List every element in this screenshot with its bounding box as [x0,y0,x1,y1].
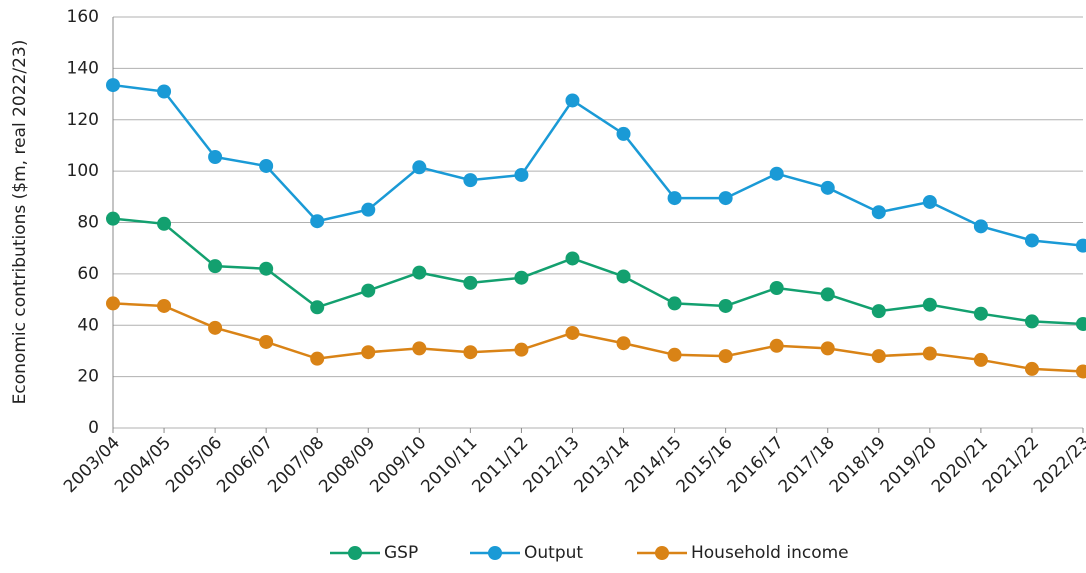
series-line [112,302,1084,373]
data-point [463,275,478,290]
legend-marker [348,546,362,560]
legend-label: Household income [691,543,849,563]
data-point [718,298,733,313]
data-point [208,149,223,164]
data-point [565,251,580,266]
y-tick-label: 100 [67,161,99,181]
data-point [361,202,376,217]
data-point [667,191,682,206]
data-point [157,216,172,231]
data-point [310,214,325,229]
legend-label: Output [524,543,583,563]
y-tick-label: 40 [77,315,99,335]
data-point [361,283,376,298]
data-point [412,160,427,175]
data-point [1076,364,1086,379]
data-point [463,173,478,188]
data-point [157,298,172,313]
data-point [463,345,478,360]
data-point [871,304,886,319]
data-point [973,219,988,234]
data-point [922,297,937,312]
data-point [208,320,223,335]
data-point [310,351,325,366]
data-point [259,261,274,276]
series-line [112,83,1084,247]
legend-marker [655,546,669,560]
data-point [259,158,274,173]
data-point [973,306,988,321]
data-point [310,300,325,315]
y-tick-label: 80 [77,213,99,233]
data-point [412,265,427,280]
data-point [616,336,631,351]
legend-marker [488,546,502,560]
data-point [667,347,682,362]
data-point [769,281,784,296]
data-point [1024,314,1039,329]
data-point [769,166,784,181]
data-point [1076,316,1086,331]
data-point [565,325,580,340]
data-point [157,84,172,99]
data-point [1024,361,1039,376]
data-point [106,296,120,311]
data-point [106,211,120,226]
data-point [1076,238,1086,253]
series-line [112,217,1084,326]
data-point [820,341,835,356]
y-tick-label: 120 [67,110,99,130]
data-point [718,349,733,364]
data-point [361,345,376,360]
data-point [412,341,427,356]
y-tick-label: 140 [67,58,99,78]
data-point [871,349,886,364]
data-point [769,338,784,353]
data-point [616,269,631,284]
data-point [106,78,120,93]
y-tick-label: 60 [77,264,99,284]
data-point [667,296,682,311]
data-point [820,287,835,302]
data-point [820,180,835,195]
data-point [514,270,529,285]
legend-label: GSP [384,543,418,563]
data-point [208,259,223,274]
data-point [565,93,580,108]
data-point [922,194,937,209]
data-point [973,352,988,367]
y-tick-label: 0 [88,418,99,438]
data-point [871,205,886,220]
data-point [259,334,274,349]
y-tick-label: 20 [77,367,99,387]
data-point [718,191,733,206]
data-point [922,346,937,361]
y-tick-label: 160 [67,7,99,27]
data-point [514,342,529,357]
data-point [514,167,529,182]
data-point [1024,233,1039,248]
y-axis-label: Economic contributions ($m, real 2022/23… [10,40,30,405]
data-point [616,126,631,141]
